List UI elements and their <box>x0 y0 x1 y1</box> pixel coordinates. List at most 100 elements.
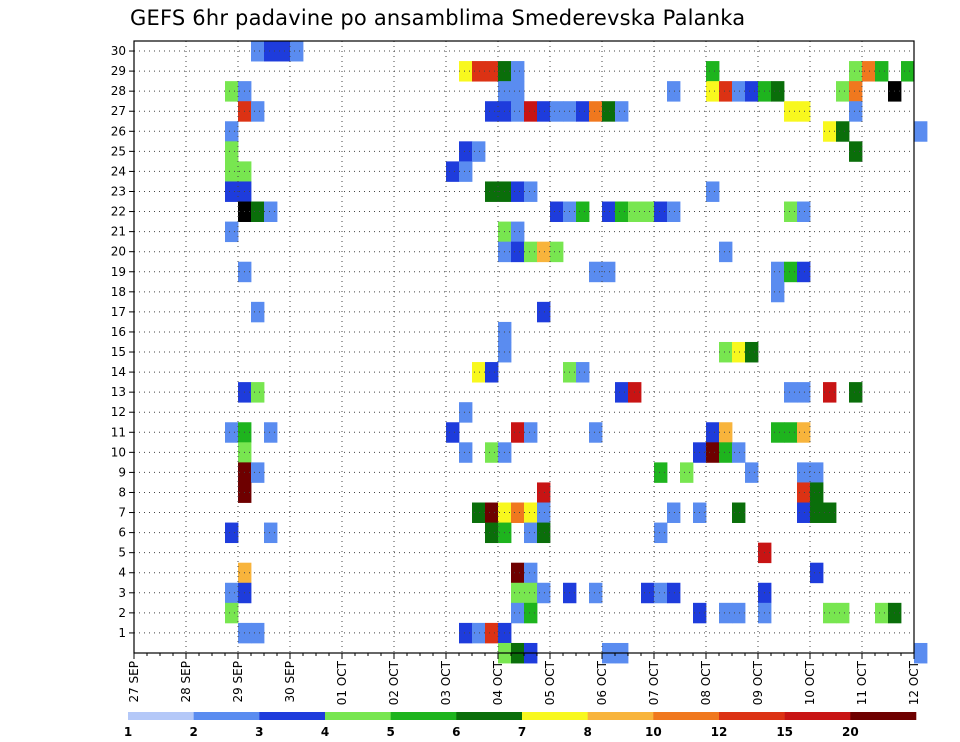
heatmap-cell <box>225 141 239 162</box>
heatmap-cell <box>719 422 733 443</box>
y-tick-label: 24 <box>111 164 126 178</box>
heatmap-cell <box>602 101 616 122</box>
heatmap-cell <box>771 422 785 443</box>
y-tick-label: 5 <box>118 546 126 560</box>
heatmap-cell <box>615 382 629 403</box>
heatmap-cell <box>485 61 499 82</box>
heatmap-cell <box>251 201 265 222</box>
heatmap-cell <box>576 101 590 122</box>
heatmap-cell <box>784 422 798 443</box>
heatmap-cell <box>472 61 486 82</box>
heatmap-cell <box>797 201 811 222</box>
y-tick-label: 6 <box>118 526 126 540</box>
heatmap-cell <box>849 141 863 162</box>
x-tick-label: 29 SEP <box>231 661 245 703</box>
heatmap-cell <box>706 442 720 463</box>
heatmap-cell <box>524 562 538 584</box>
heatmap-cell <box>511 81 525 102</box>
legend-label: 20 <box>842 725 859 739</box>
heatmap-cell <box>836 602 850 624</box>
heatmap-cell <box>537 241 551 263</box>
heatmap-cell <box>797 482 811 503</box>
heatmap-cell <box>511 221 525 243</box>
x-tick-label: 06 OCT <box>595 660 609 705</box>
heatmap-cell <box>511 562 525 584</box>
heatmap-cell <box>784 201 798 222</box>
heatmap-cell <box>745 341 759 363</box>
heatmap-cell <box>654 582 668 604</box>
heatmap-cell <box>225 181 239 202</box>
heatmap-cell <box>511 101 525 122</box>
heatmap-cell <box>511 61 525 82</box>
heatmap-cell <box>732 502 746 523</box>
heatmap-cell <box>537 522 551 544</box>
heatmap-cell <box>511 181 525 202</box>
heatmap-cell <box>732 602 746 624</box>
heatmap-cell <box>641 201 655 222</box>
heatmap-cell <box>446 161 460 182</box>
plot-frame <box>133 40 915 654</box>
heatmap-cell <box>225 81 239 102</box>
heatmap-cell <box>797 382 811 403</box>
y-tick-label: 20 <box>111 245 126 259</box>
y-tick-label: 14 <box>111 365 126 379</box>
heatmap-cell <box>251 622 265 644</box>
heatmap-cell <box>225 582 239 604</box>
x-tick-label: 27 SEP <box>127 661 141 703</box>
legend-label: 7 <box>518 725 526 739</box>
y-tick-label: 30 <box>111 44 126 58</box>
heatmap-cell <box>589 101 603 122</box>
legend-swatch <box>128 712 194 720</box>
y-tick-label: 18 <box>111 285 126 299</box>
heatmap-cell <box>810 502 824 523</box>
heatmap-cell <box>277 41 291 62</box>
heatmap-cell <box>264 41 278 62</box>
heatmap-cell <box>550 101 564 122</box>
heatmap-cell <box>849 61 863 82</box>
heatmap-cell <box>524 522 538 544</box>
heatmap-cell <box>589 261 603 283</box>
heatmap-cell <box>537 101 551 122</box>
heatmap-cell <box>745 462 759 483</box>
heatmap-cell <box>459 622 473 644</box>
heatmap-cell <box>264 522 278 544</box>
heatmap-cell <box>524 422 538 443</box>
y-tick-label: 22 <box>111 205 126 219</box>
x-tick-label: 28 SEP <box>179 661 193 703</box>
y-tick-label: 11 <box>111 425 126 439</box>
y-tick-label: 13 <box>111 385 126 399</box>
x-tick-label: 04 OCT <box>491 660 505 705</box>
heatmap-cell <box>771 81 785 102</box>
heatmap-cell <box>225 602 239 624</box>
heatmap-cell <box>784 261 798 283</box>
heatmap-cell <box>719 341 733 363</box>
heatmap-cell <box>615 101 629 122</box>
heatmap-cell <box>810 462 824 483</box>
heatmap-cell <box>485 362 499 383</box>
heatmap-cell <box>914 121 928 142</box>
heatmap-cell <box>719 442 733 463</box>
heatmap-cell <box>797 422 811 443</box>
legend-label: 5 <box>386 725 394 739</box>
legend-label: 15 <box>776 725 793 739</box>
heatmap-cell <box>745 81 759 102</box>
heatmap-cell <box>615 201 629 222</box>
heatmap-cell <box>589 582 603 604</box>
legend-label: 4 <box>321 725 329 739</box>
heatmap-cell <box>537 582 551 604</box>
heatmap-cell <box>797 502 811 523</box>
y-tick-label: 29 <box>111 64 126 78</box>
heatmap-cell <box>732 81 746 102</box>
y-tick-label: 15 <box>111 345 126 359</box>
heatmap-cell <box>459 161 473 182</box>
heatmap-cell <box>511 422 525 443</box>
heatmap-cell <box>706 422 720 443</box>
heatmap-cell <box>654 462 668 483</box>
heatmap-cell <box>524 181 538 202</box>
legend-swatch <box>850 712 917 720</box>
heatmap-cell <box>251 301 265 323</box>
heatmap-cell <box>524 582 538 604</box>
legend-swatch <box>522 712 588 720</box>
y-tick-label: 16 <box>111 325 126 339</box>
